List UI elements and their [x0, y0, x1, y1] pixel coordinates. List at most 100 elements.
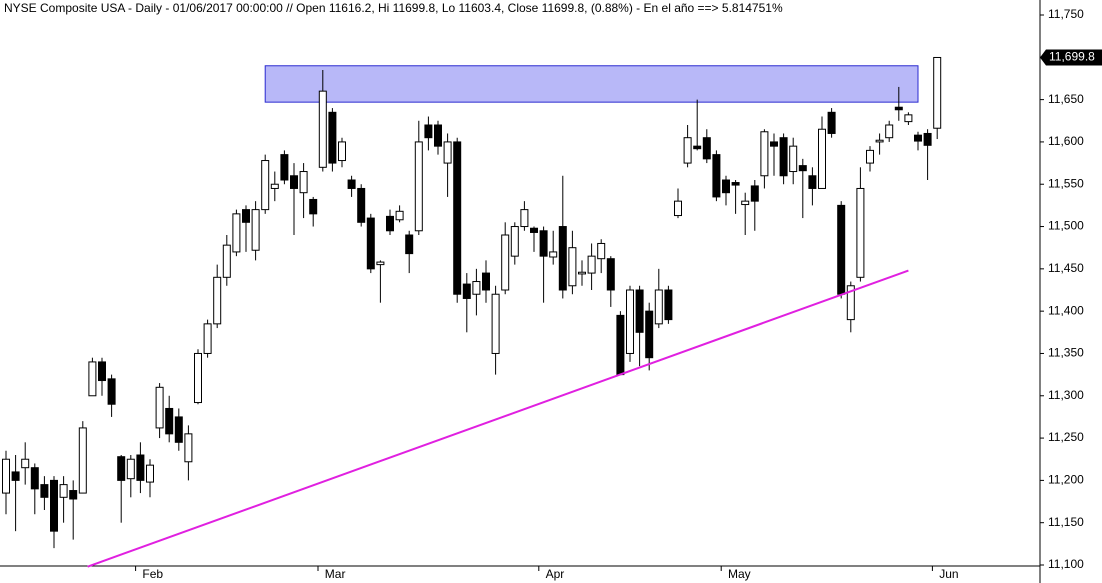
x-tick-label: May: [728, 567, 751, 581]
candle-body: [923, 132, 932, 146]
candle-body: [549, 251, 558, 258]
candle-body: [789, 145, 798, 173]
candle-body: [174, 416, 183, 443]
y-tick-label: 11,200: [1048, 473, 1084, 487]
candle-body: [510, 226, 519, 257]
candle-body: [280, 154, 289, 181]
candle-body: [894, 106, 903, 111]
candle-body: [50, 479, 58, 532]
candle-body: [472, 281, 481, 295]
candle-body: [654, 289, 663, 325]
candle-body: [501, 234, 510, 291]
candle-body: [626, 289, 634, 354]
candle-body: [88, 361, 97, 397]
candle-body: [232, 213, 241, 253]
candle-body: [318, 90, 327, 168]
candle-body: [78, 427, 87, 494]
candle-body: [635, 289, 644, 333]
candle-body: [395, 210, 404, 221]
candle-body: [606, 258, 615, 291]
x-tick-label: Feb: [142, 567, 163, 581]
candle-body: [194, 352, 202, 404]
candle-body: [866, 149, 874, 164]
y-tick-label: 11,300: [1048, 388, 1084, 402]
candle-body: [30, 467, 39, 490]
candle-body: [702, 137, 711, 160]
candle-body: [126, 458, 135, 480]
candle-body: [856, 187, 865, 278]
candle-body: [347, 179, 356, 189]
x-tick-label: Apr: [546, 567, 565, 581]
candle-body: [328, 111, 337, 164]
candle-body: [376, 261, 385, 266]
candle-body: [213, 276, 222, 325]
candle-body: [222, 244, 231, 278]
candle-body: [242, 209, 250, 223]
candle-body: [827, 111, 836, 134]
candle-body: [357, 187, 366, 223]
candle-body: [40, 484, 49, 498]
trendline: [87, 269, 909, 568]
candle-body: [520, 209, 529, 228]
candle-body: [366, 217, 375, 270]
candle-body: [482, 272, 490, 291]
candle-body: [424, 124, 433, 139]
candle-body: [462, 283, 471, 299]
candle-body: [59, 484, 68, 498]
candle-body: [309, 198, 318, 215]
chart-title: NYSE Composite USA - Daily - 01/06/2017 …: [4, 1, 783, 15]
y-tick-label: 11,150: [1048, 515, 1084, 529]
y-tick-label: 11,550: [1048, 176, 1084, 190]
candle-body: [155, 386, 164, 429]
candle-body: [184, 433, 193, 463]
candle-body: [386, 215, 394, 232]
candle-body: [683, 137, 692, 164]
y-tick-label: 11,400: [1048, 303, 1084, 317]
last-price-label: 11,699.8: [1049, 50, 1095, 64]
candle-body: [261, 160, 270, 211]
x-tick-label: Mar: [325, 567, 346, 581]
candle-body: [21, 458, 30, 469]
candle-body: [203, 323, 212, 354]
candle-body: [165, 407, 174, 435]
candle-body: [846, 285, 855, 321]
candle-body: [712, 154, 721, 198]
candle-body: [568, 247, 577, 287]
candle-body: [558, 226, 567, 291]
candle-body: [578, 271, 586, 275]
y-tick-label: 11,450: [1048, 261, 1084, 275]
candle-body: [69, 490, 78, 500]
candle-body: [11, 471, 20, 481]
candle-body: [750, 185, 759, 202]
candle-body: [491, 293, 500, 354]
candle-body: [837, 204, 846, 295]
y-tick-label: 11,600: [1048, 134, 1084, 148]
candle-body: [2, 458, 10, 494]
candle-body: [597, 242, 606, 260]
candle-body: [270, 183, 279, 189]
candle-body: [539, 230, 548, 257]
candle-body: [443, 141, 452, 164]
candle-body: [136, 454, 145, 481]
candle-body: [290, 175, 298, 189]
candle-body: [587, 255, 596, 274]
candle-body: [117, 456, 126, 481]
candle-body: [664, 289, 673, 321]
candle-body: [798, 165, 807, 172]
candle-body: [107, 378, 116, 405]
candle-body: [760, 131, 769, 177]
candle-body: [299, 171, 308, 194]
candle-body: [645, 310, 654, 359]
candle-body: [693, 145, 702, 150]
candle-body: [731, 182, 740, 186]
candle-body: [818, 128, 826, 189]
candle-body: [933, 56, 942, 129]
candle-body: [875, 139, 884, 143]
candle-body: [616, 314, 625, 376]
candle-body: [251, 209, 260, 251]
candle-body: [434, 124, 442, 147]
candle-body: [338, 141, 346, 162]
candle-body: [914, 134, 922, 142]
candle-body: [808, 175, 817, 189]
